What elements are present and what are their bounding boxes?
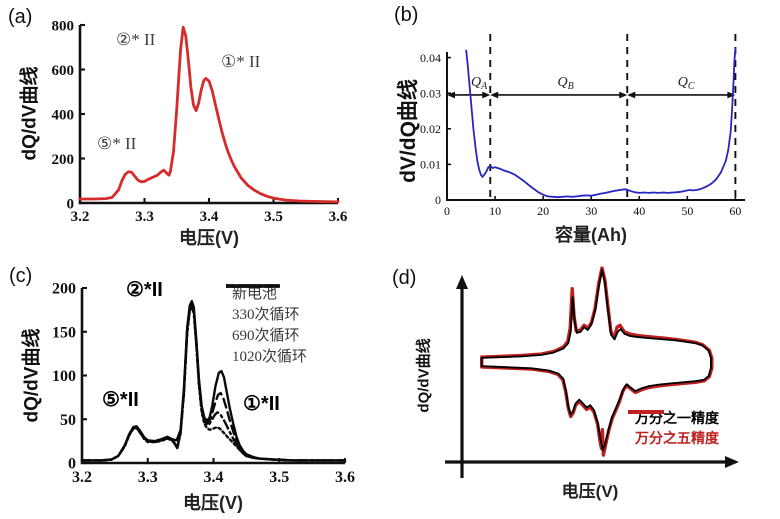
- chart-b-plot: 0 10 20 30 40 50 60 0 0.01 0.02 0.03 0.04 QA QB QC: [420, 34, 745, 218]
- annotation-peak1: ①* II: [221, 52, 261, 71]
- y-tick-label: 0: [435, 193, 441, 207]
- x-tick-label: 20: [537, 204, 549, 218]
- span-label: QA: [471, 75, 488, 92]
- y-tick-label: 150: [52, 324, 76, 341]
- chart-a-canvas: 3.2 3.3 3.4 3.5 3.6 0 200 400 600 800: [52, 18, 348, 225]
- annotation-peak2: ②*II: [126, 279, 163, 301]
- x-tick-label: 3.4: [200, 209, 219, 225]
- panel-b-xlabel: 容量(Ah): [555, 225, 627, 245]
- curve-a-0: [78, 25, 340, 204]
- y-tick-label: 0: [68, 456, 76, 473]
- axis-spines: [446, 52, 745, 201]
- y-tick-label: 800: [52, 18, 75, 34]
- curve-b-0: [465, 47, 737, 199]
- panel-b-tag: (b): [394, 4, 419, 26]
- x-tick-label: 3.6: [329, 209, 348, 225]
- y-tick-label: 0.03: [420, 86, 441, 100]
- x-tick-label: 50: [681, 204, 693, 218]
- legend-label: 330次循环: [232, 307, 300, 323]
- curve-c-3: [80, 306, 347, 462]
- y-tick-label: 100: [52, 368, 76, 385]
- x-tick-label: 40: [633, 204, 645, 218]
- x-tick-label: 3.2: [72, 469, 92, 486]
- panel-a: 3.2 3.3 3.4 3.5 3.6 0 200 400 600 800 (a) dQ/dV曲线…: [0, 0, 390, 258]
- x-tick-label: 3.5: [269, 469, 289, 486]
- y-tick-label: 200: [52, 281, 76, 298]
- annotation-peak5: ⑤*II: [102, 389, 139, 411]
- x-tick-label: 3.3: [135, 209, 154, 225]
- x-tick-label: 3.2: [71, 209, 90, 225]
- chart-d-canvas: [445, 266, 739, 478]
- x-tick-label: 3.3: [138, 469, 158, 486]
- curve-d-1: [480, 269, 712, 452]
- x-tick-label: 0: [444, 204, 450, 218]
- chart-d-plot: [445, 266, 739, 478]
- panel-c-xlabel: 电压(V): [183, 493, 243, 513]
- panel-a-ylabel: dQ/dV曲线: [19, 66, 41, 161]
- panel-b-ylabel: dV/dQ曲线: [397, 79, 420, 183]
- y-tick-label: 0.01: [420, 158, 441, 172]
- panel-c-tag: (c): [9, 265, 33, 287]
- x-tick-label: 30: [585, 204, 597, 218]
- x-tick-label: 10: [489, 204, 501, 218]
- axis-spines: [78, 25, 338, 205]
- panel-a-tag: (a): [8, 6, 33, 28]
- legend-item-690-cycles: 690次循环: [225, 284, 393, 345]
- span-label: QB: [558, 75, 574, 92]
- legend-label: 新电池: [232, 286, 278, 302]
- x-tick-label: 3.6: [335, 469, 355, 486]
- y-tick-label: 0: [67, 196, 75, 212]
- legend-c: 新电池 330次循环 690次循环 1020次循环: [225, 282, 393, 366]
- y-tick-label: 0.04: [420, 51, 441, 65]
- legend-item-1020-cycles: 1020次循环: [225, 284, 393, 366]
- chart-a-plot: 3.2 3.3 3.4 3.5 3.6 0 200 400 600 800: [52, 18, 348, 225]
- annotation-peak5: ⑤* II: [97, 134, 137, 153]
- panel-d: (d) dQ/dV曲线 电压(V) 万分之一精度 万分之五精度: [390, 258, 780, 519]
- legend-item-330-cycles: 330次循环: [225, 284, 393, 324]
- panel-d-xlabel: 电压(V): [561, 482, 619, 501]
- annotation-peak1: ①*II: [243, 393, 280, 415]
- legend-label: 万分之五精度: [635, 430, 719, 446]
- legend-d: 万分之一精度 万分之五精度: [627, 408, 777, 448]
- panel-c-ylabel: dQ/dV曲线: [21, 328, 43, 423]
- legend-item-precision-5: 万分之五精度: [627, 410, 777, 448]
- x-tick-label: 3.4: [204, 469, 224, 486]
- span-label: QC: [678, 75, 695, 92]
- panel-c: 3.2 3.3 3.4 3.5 3.6 0 50 100 150 200 (c) dQ/dV曲线 …: [0, 258, 390, 519]
- y-tick-label: 400: [52, 107, 75, 123]
- panel-a-xlabel: 电压(V): [179, 228, 239, 248]
- y-tick-label: 600: [52, 63, 75, 79]
- curve-d-0: [480, 266, 714, 457]
- legend-label: 690次循环: [232, 328, 300, 344]
- legend-label: 1020次循环: [232, 349, 308, 365]
- panel-b: 0 10 20 30 40 50 60 0 0.01 0.02 0.03 0.04 QA QB QC (b)…: [390, 0, 780, 258]
- chart-b-canvas: 0 10 20 30 40 50 60 0 0.01 0.02 0.03 0.04 QA QB QC: [420, 34, 745, 218]
- chart-c-plot: 3.2 3.3 3.4 3.5 3.6 0 50 100 150 200: [52, 281, 355, 486]
- y-tick-label: 200: [52, 152, 75, 168]
- x-tick-label: 3.5: [264, 209, 283, 225]
- dotted-line-sample-icon: [226, 284, 280, 288]
- y-tick-label: 50: [60, 412, 76, 429]
- panel-d-ylabel: dQ/dV曲线: [415, 338, 433, 413]
- chart-c-canvas: 3.2 3.3 3.4 3.5 3.6 0 50 100 150 200: [52, 281, 355, 486]
- red-line-sample-icon: [628, 410, 664, 414]
- panel-d-tag: (d): [392, 267, 417, 289]
- x-tick-label: 60: [729, 204, 741, 218]
- y-tick-label: 0.02: [420, 122, 441, 136]
- annotation-peak2: ②* II: [116, 30, 156, 49]
